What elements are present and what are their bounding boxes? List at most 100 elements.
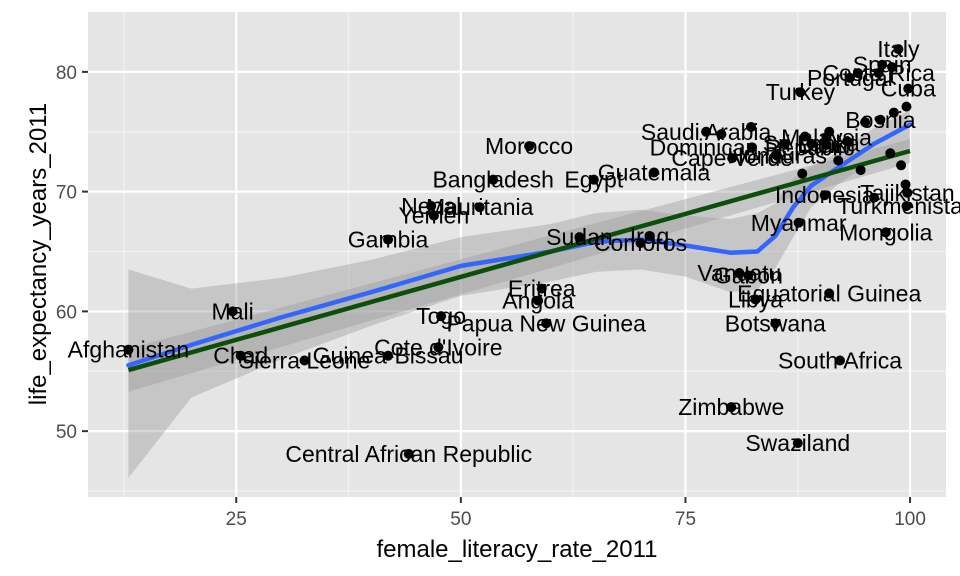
data-point	[644, 230, 655, 241]
fit-lines	[126, 122, 913, 373]
y-axis: 50 60 70 80	[56, 63, 88, 443]
confidence-ribbons	[128, 110, 911, 478]
point-label: Zimbabwe	[678, 394, 784, 420]
data-point	[860, 117, 871, 128]
data-point	[235, 350, 246, 361]
data-point	[834, 355, 845, 366]
point-label: Guinea-Bissau	[313, 343, 464, 369]
x-tick-label: 50	[450, 509, 471, 530]
data-point	[901, 201, 912, 211]
point-label: Swaziland	[745, 430, 850, 456]
data-point	[797, 168, 808, 179]
data-point	[903, 83, 914, 94]
point-label: Turkey	[766, 79, 836, 105]
data-point	[855, 165, 866, 176]
data-point	[433, 342, 444, 353]
data-point	[726, 402, 737, 413]
data-point	[770, 318, 781, 329]
data-point	[824, 126, 835, 137]
point-label: Eritrea	[508, 276, 576, 302]
point-label: Angola	[502, 288, 574, 314]
data-point	[875, 114, 886, 125]
point-label: Botswana	[725, 310, 826, 336]
point-label: Chad	[213, 343, 268, 369]
data-point	[901, 101, 912, 112]
major-gridlines	[88, 12, 946, 497]
point-label: Mali	[212, 298, 254, 324]
point-label: Cote d'Ivoire	[374, 334, 502, 360]
data-point	[701, 126, 712, 137]
data-point	[227, 306, 238, 317]
data-point	[734, 268, 745, 279]
data-point	[123, 344, 134, 355]
data-point	[806, 138, 817, 149]
point-label: Papua New Guinea	[446, 310, 646, 336]
point-label: Bosnia	[845, 107, 916, 133]
loess-confidence-band	[128, 110, 911, 478]
point-label: Yemen	[399, 203, 470, 229]
point-label: Cuba	[881, 76, 936, 102]
point-label: Comoros	[594, 230, 687, 256]
data-point	[819, 190, 830, 201]
point-label: Nepal	[401, 193, 461, 219]
data-point	[880, 227, 891, 238]
data-point	[743, 270, 754, 281]
point-label: Dominican Republic	[650, 134, 855, 160]
point-label: Brazil	[798, 132, 856, 158]
data-point	[436, 311, 447, 322]
y-tick-label: 50	[56, 422, 77, 443]
point-label: Sudan	[546, 224, 613, 250]
x-axis: 25 50 75 100	[226, 497, 926, 530]
y-tick-label: 80	[56, 63, 77, 84]
data-point	[900, 179, 911, 190]
data-point	[887, 62, 898, 73]
y-tick-label: 60	[56, 302, 77, 323]
data-point	[536, 283, 547, 294]
data-point	[403, 448, 414, 459]
point-label: Tajikistan	[860, 180, 955, 206]
data-point	[488, 174, 499, 185]
point-label: Cape Verde	[671, 145, 792, 171]
x-tick-label: 75	[675, 509, 696, 530]
point-label: Italy	[877, 36, 920, 62]
minor-gridlines	[88, 12, 946, 497]
point-label: Costa Rica	[822, 60, 935, 86]
data-point	[893, 44, 904, 55]
loess-fit-line	[126, 122, 913, 368]
data-point	[799, 131, 810, 142]
point-label: Central African Republic	[285, 441, 532, 467]
data-point	[541, 318, 552, 329]
point-label: Mongolia	[839, 219, 933, 245]
point-label: Sri Lanka	[763, 131, 860, 157]
data-point	[727, 153, 738, 164]
point-label: Portugal	[807, 65, 893, 91]
point-label: Togo	[416, 303, 466, 329]
data-point	[873, 68, 884, 79]
data-point	[635, 238, 646, 249]
data-point	[533, 295, 544, 306]
linear-fit-line	[127, 148, 911, 373]
data-points	[123, 44, 914, 459]
y-axis-title: life_expectancy_years_2011	[25, 103, 52, 405]
data-point	[750, 294, 761, 305]
y-tick-label: 70	[56, 183, 77, 204]
point-label: South Africa	[778, 347, 902, 373]
data-point	[746, 121, 757, 132]
linear-confidence-band	[128, 138, 911, 392]
x-tick-label: 100	[894, 509, 926, 530]
point-label: Saudi Arabia	[641, 119, 772, 145]
data-point	[772, 150, 783, 161]
data-point	[885, 148, 896, 159]
point-label: Vanuatu	[697, 260, 781, 286]
point-label: Gambia	[348, 227, 429, 253]
point-label: Honduras	[727, 143, 827, 169]
data-point	[792, 438, 803, 449]
data-point	[779, 138, 790, 149]
data-point	[844, 72, 855, 83]
data-point	[852, 68, 863, 79]
data-point	[795, 87, 806, 98]
data-point	[746, 142, 757, 153]
point-label: Equatorial Guinea	[737, 280, 921, 306]
point-label: Turkmenistan	[837, 193, 960, 219]
